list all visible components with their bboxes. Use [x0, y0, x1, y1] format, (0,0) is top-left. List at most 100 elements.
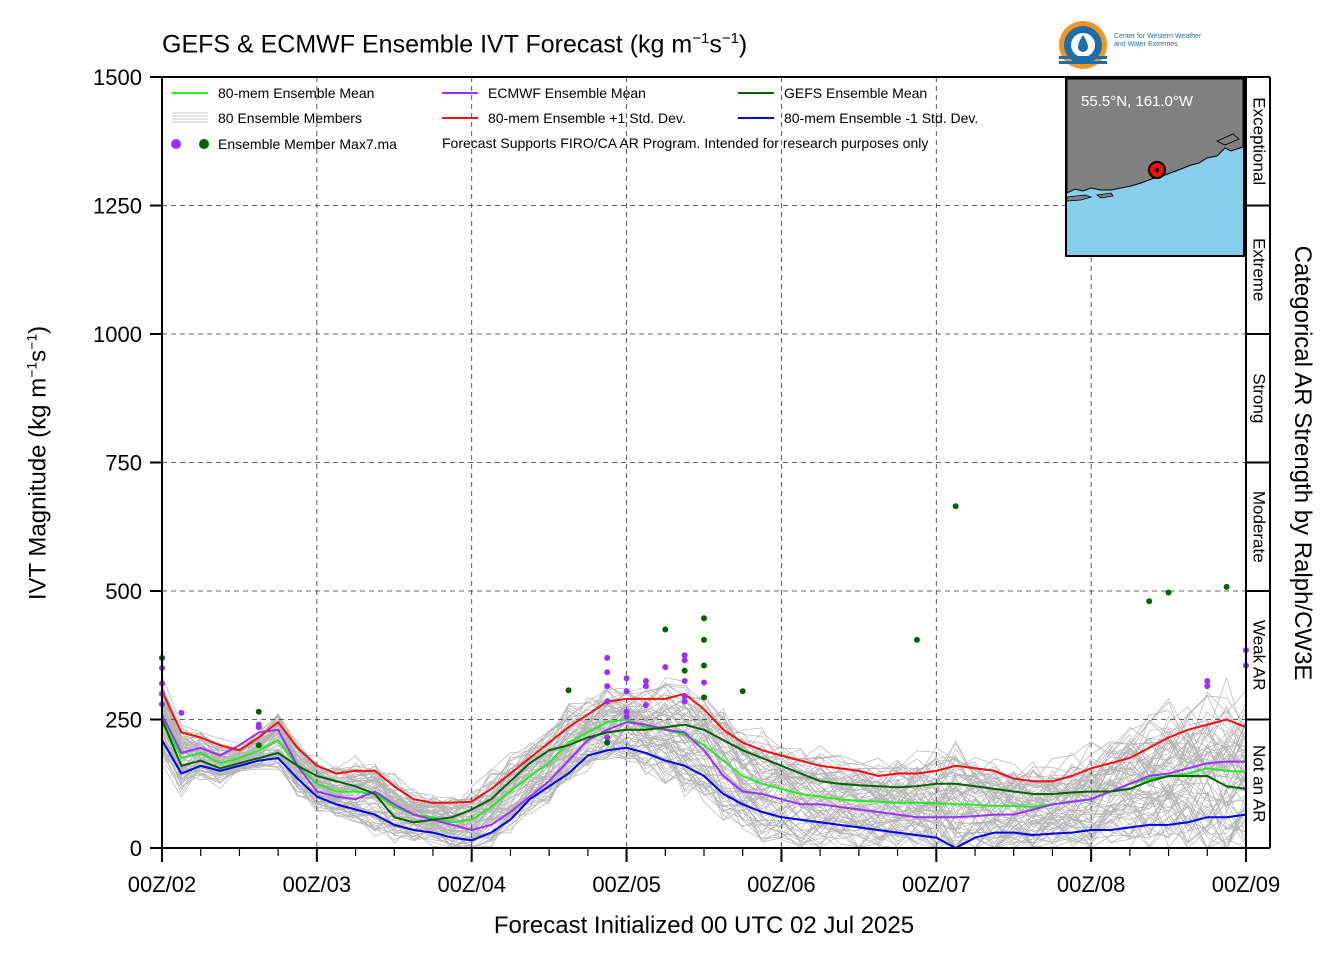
ensemble-member-line: [161, 725, 1247, 846]
max-point: [739, 688, 746, 695]
ensemble-member-line: [161, 742, 1247, 849]
axes: 0 250 500 750 1000 1250 1500 00Z/02 00Z/03 00Z/04…: [93, 65, 1280, 897]
y-tick-label: 250: [105, 708, 142, 733]
x-tick-label: 00Z/04: [437, 872, 506, 897]
max-point: [662, 664, 669, 671]
max-point: [1223, 583, 1230, 590]
max-point: [1165, 589, 1172, 596]
ensemble-member-line: [161, 682, 1247, 814]
max-point: [255, 724, 262, 731]
max-point: [642, 683, 649, 690]
max-point: [701, 636, 707, 643]
x-axis-label: Forecast Initialized 00 UTC 02 Jul 2025: [493, 912, 915, 939]
max-point: [604, 698, 611, 705]
series-line: [161, 739, 1247, 850]
max-point: [604, 734, 611, 741]
legend-label: 80-mem Ensemble Mean: [218, 85, 374, 101]
right-axis-label: Categorical AR Strength by Ralph/CW3E: [1289, 245, 1316, 681]
max-point: [255, 742, 262, 749]
ensemble-member-line: [161, 736, 1247, 849]
research-note: Forecast Supports FIRO/CA AR Program. In…: [442, 135, 929, 151]
max-point: [604, 683, 611, 690]
legend: 80-mem Ensemble Mean ECMWF Ensemble Mean G…: [171, 85, 978, 152]
series-lines: [161, 690, 1247, 850]
inset-island-3: [1216, 133, 1240, 146]
max-point: [681, 652, 688, 659]
x-tick-label: 00Z/09: [1212, 872, 1281, 897]
legend-dot-ecmwf: [171, 139, 181, 149]
ensemble-member-line: [161, 692, 1247, 808]
ensemble-member-line: [161, 683, 1247, 809]
category-label: Strong: [1250, 373, 1269, 423]
max-point: [1204, 683, 1211, 690]
max-point: [681, 677, 688, 684]
max-point: [701, 694, 707, 701]
category-label: Extreme: [1250, 238, 1269, 301]
category-label: Moderate: [1250, 491, 1269, 563]
series-line: [161, 690, 1247, 804]
inset-island-1: [1067, 194, 1093, 202]
ensemble-member-line: [161, 705, 1247, 812]
x-tick-label: 00Z/08: [1057, 872, 1126, 897]
max-point: [623, 688, 630, 695]
legend-dot-gefs: [199, 139, 209, 149]
max-point: [642, 677, 649, 684]
x-tick-label: 00Z/03: [283, 872, 352, 897]
y-tick-label: 1250: [93, 194, 142, 219]
x-tick-label: 00Z/05: [592, 872, 661, 897]
cw3e-logo: [1059, 21, 1107, 69]
max-point: [255, 708, 262, 715]
max-point: [1204, 677, 1211, 684]
series-line: [161, 719, 1247, 824]
y-tick-label: 1500: [93, 65, 142, 90]
grid-lines: [162, 77, 1246, 848]
max-point: [701, 615, 707, 622]
max-point: [623, 713, 630, 720]
location-inset-map: 55.5°N, 161.0°W: [1065, 77, 1245, 257]
ensemble-member-line: [161, 745, 1247, 849]
max-point: [604, 669, 611, 676]
y-axis-label: IVT Magnitude (kg m−1s−1): [23, 325, 52, 601]
y-tick-label: 1000: [93, 322, 142, 347]
max-point: [701, 662, 707, 669]
inset-island-2: [1095, 192, 1114, 199]
ensemble-member-line: [161, 737, 1247, 849]
legend-label: ECMWF Ensemble Mean: [488, 85, 646, 101]
chart-title: GEFS & ECMWF Ensemble IVT Forecast (kg m…: [162, 30, 748, 59]
logo-text: Center for Western Weather and Water Ext…: [1114, 33, 1202, 48]
y-tick-label: 750: [105, 451, 142, 476]
ensemble-member-line: [161, 706, 1247, 813]
inset-location-label: 55.5°N, 161.0°W: [1081, 93, 1194, 110]
ensemble-member-line: [161, 742, 1247, 840]
max-point: [623, 675, 630, 682]
legend-label: 80 Ensemble Members: [218, 110, 362, 126]
ensemble-member-line: [161, 737, 1247, 849]
legend-label: 80-mem Ensemble +1 Std. Dev.: [488, 110, 686, 126]
legend-label: Ensemble Member Max7.ma: [218, 136, 397, 152]
x-tick-label: 00Z/02: [128, 872, 197, 897]
legend-label: 80-mem Ensemble -1 Std. Dev.: [784, 110, 978, 126]
series-line: [161, 713, 1246, 832]
category-label: Not an AR: [1250, 745, 1269, 823]
x-tick-label: 00Z/07: [902, 872, 971, 897]
ensemble-member-lines: [161, 675, 1247, 849]
max-point: [681, 693, 688, 700]
max-point: [701, 679, 707, 686]
category-label: Exceptional: [1250, 97, 1269, 185]
x-tick-label: 00Z/06: [747, 872, 816, 897]
max-point: [681, 698, 688, 705]
max-point: [913, 636, 920, 643]
max-point: [178, 709, 185, 716]
max-point: [565, 687, 572, 694]
category-label: Weak AR: [1250, 620, 1269, 691]
max-point: [662, 626, 669, 633]
y-tick-label: 0: [130, 836, 142, 861]
ensemble-member-line: [161, 717, 1247, 849]
max-point: [604, 654, 611, 661]
y-tick-label: 500: [105, 579, 142, 604]
max-point: [681, 667, 688, 674]
ensemble-max-points: [159, 503, 1249, 749]
max-point: [952, 503, 959, 510]
max-point: [1146, 598, 1153, 605]
